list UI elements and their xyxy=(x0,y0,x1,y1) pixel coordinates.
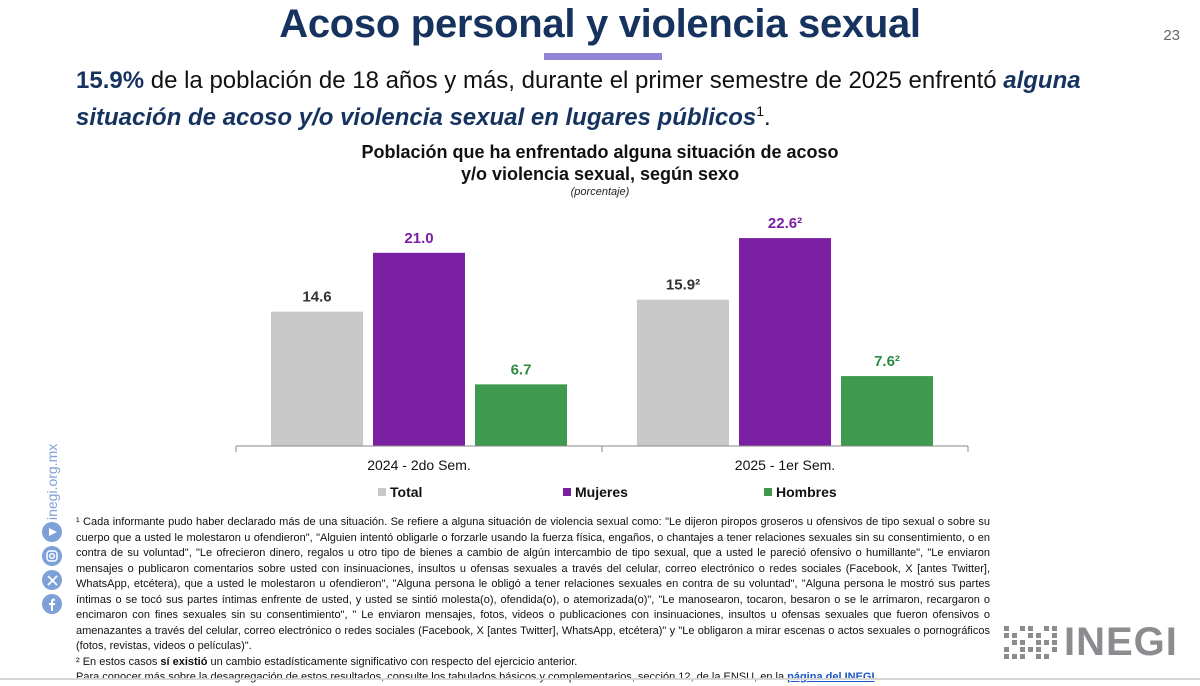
logo-dot xyxy=(1028,647,1033,652)
logo-dot xyxy=(1044,654,1049,659)
headline-footnote-ref: 1 xyxy=(756,103,765,119)
logo-dot xyxy=(1052,633,1057,638)
category-label-0: 2024 - 2do Sem. xyxy=(367,457,471,473)
logo-dot xyxy=(1052,626,1057,631)
footnote-1: ¹ Cada informante pudo haber declarado m… xyxy=(76,516,990,652)
more-info-suffix: . xyxy=(874,671,878,683)
legend-label-hombres: Hombres xyxy=(776,484,837,500)
site-url-text: inegi.org.mx xyxy=(44,443,60,520)
social-sidebar: inegi.org.mx xyxy=(38,410,68,620)
logo-dot xyxy=(1012,654,1017,659)
logo-dots-icon xyxy=(1004,626,1057,659)
logo-dot xyxy=(1004,654,1009,659)
data-label-mujeres-0: 21.0 xyxy=(404,230,433,247)
title-underline xyxy=(544,53,662,60)
bar-group: 14.6 21.0 6.7 15.9² 22.6² 7.6² xyxy=(271,215,933,446)
footnote-2-suffix: un cambio estadísticamente significativo… xyxy=(207,655,578,668)
footnote-2: ² En estos casos sí existió un cambio es… xyxy=(76,655,990,671)
data-label-hombres-1: 7.6² xyxy=(874,353,900,370)
footnotes: ¹ Cada informante pudo haber declarado m… xyxy=(76,515,990,686)
chart-title-line1: Población que ha enfrentado alguna situa… xyxy=(361,142,839,162)
logo-dot xyxy=(1020,626,1025,631)
category-labels: 2024 - 2do Sem. 2025 - 1er Sem. xyxy=(367,457,835,473)
headline: 15.9% de la población de 18 años y más, … xyxy=(76,66,1166,133)
logo-dot xyxy=(1036,654,1041,659)
legend-swatch-total xyxy=(378,488,386,496)
logo-dot xyxy=(1052,647,1057,652)
legend-label-total: Total xyxy=(390,484,423,500)
inegi-page-link[interactable]: página del INEGI xyxy=(787,671,875,683)
data-label-mujeres-1: 22.6² xyxy=(768,215,802,232)
bar-total-1 xyxy=(637,299,729,446)
chart-unit: (porcentaje) xyxy=(300,186,900,198)
logo-dot xyxy=(1020,647,1025,652)
chart-unit-label: (porcentaje) xyxy=(570,186,630,198)
logo-dot xyxy=(1052,640,1057,645)
footnote-2-prefix: ² En estos casos xyxy=(76,655,161,668)
chart-title-line2: y/o violencia sexual, según sexo xyxy=(460,164,740,184)
slide-title: Acoso personal y violencia sexual xyxy=(279,2,921,46)
x-axis-ticks xyxy=(235,446,969,452)
data-label-total-1: 15.9² xyxy=(666,277,700,294)
logo-dot xyxy=(1004,626,1009,631)
logo-dot xyxy=(1004,647,1009,652)
logo-dot xyxy=(1036,633,1041,638)
headline-end: . xyxy=(764,104,771,131)
category-label-1: 2025 - 1er Sem. xyxy=(735,457,835,473)
headline-emphasis: alguna situación de acoso y/o violencia … xyxy=(76,67,1081,131)
more-info-prefix: Para conocer más sobre la desagregación … xyxy=(76,671,788,683)
bar-hombres-1 xyxy=(841,376,933,446)
x-icon[interactable] xyxy=(42,570,62,590)
legend-item-mujeres: Mujeres xyxy=(563,484,628,500)
logo-dot xyxy=(1028,633,1033,638)
headline-text: de la población de 18 años y más, durant… xyxy=(144,67,1004,94)
logo-text: INEGI xyxy=(1064,620,1178,664)
bar-total-0 xyxy=(271,311,363,446)
data-label-total-0: 14.6 xyxy=(302,289,331,306)
inegi-logo: INEGI xyxy=(1004,620,1184,664)
logo-dot xyxy=(1044,626,1049,631)
logo-dot xyxy=(1036,640,1041,645)
legend-label-mujeres: Mujeres xyxy=(575,484,628,500)
bar-mujeres-0 xyxy=(373,252,465,446)
logo-dot xyxy=(1004,633,1009,638)
facebook-icon[interactable] xyxy=(42,594,62,614)
instagram-icon[interactable] xyxy=(42,546,62,566)
logo-dot xyxy=(1020,654,1025,659)
logo-dot xyxy=(1012,633,1017,638)
footnote-2-bold: sí existió xyxy=(160,655,208,668)
legend: Total Mujeres Hombres xyxy=(378,484,878,504)
bar-hombres-0 xyxy=(475,384,567,446)
logo-dot xyxy=(1028,626,1033,631)
bar-mujeres-1 xyxy=(739,238,831,446)
legend-swatch-hombres xyxy=(764,488,772,496)
legend-swatch-mujeres xyxy=(563,488,571,496)
more-info: Para conocer más sobre la desagregación … xyxy=(76,670,990,686)
page-number: 23 xyxy=(1163,27,1180,44)
logo-dot xyxy=(1020,640,1025,645)
data-label-hombres-0: 6.7 xyxy=(511,361,532,378)
bottom-divider xyxy=(0,678,1200,680)
logo-dot xyxy=(1036,647,1041,652)
youtube-icon[interactable] xyxy=(42,522,62,542)
legend-item-total: Total xyxy=(378,484,422,500)
legend-item-hombres: Hombres xyxy=(764,484,837,500)
logo-dot xyxy=(1012,640,1017,645)
chart-title: Población que ha enfrentado alguna situa… xyxy=(300,141,900,185)
headline-percentage: 15.9% xyxy=(76,67,145,94)
logo-dot xyxy=(1044,640,1049,645)
